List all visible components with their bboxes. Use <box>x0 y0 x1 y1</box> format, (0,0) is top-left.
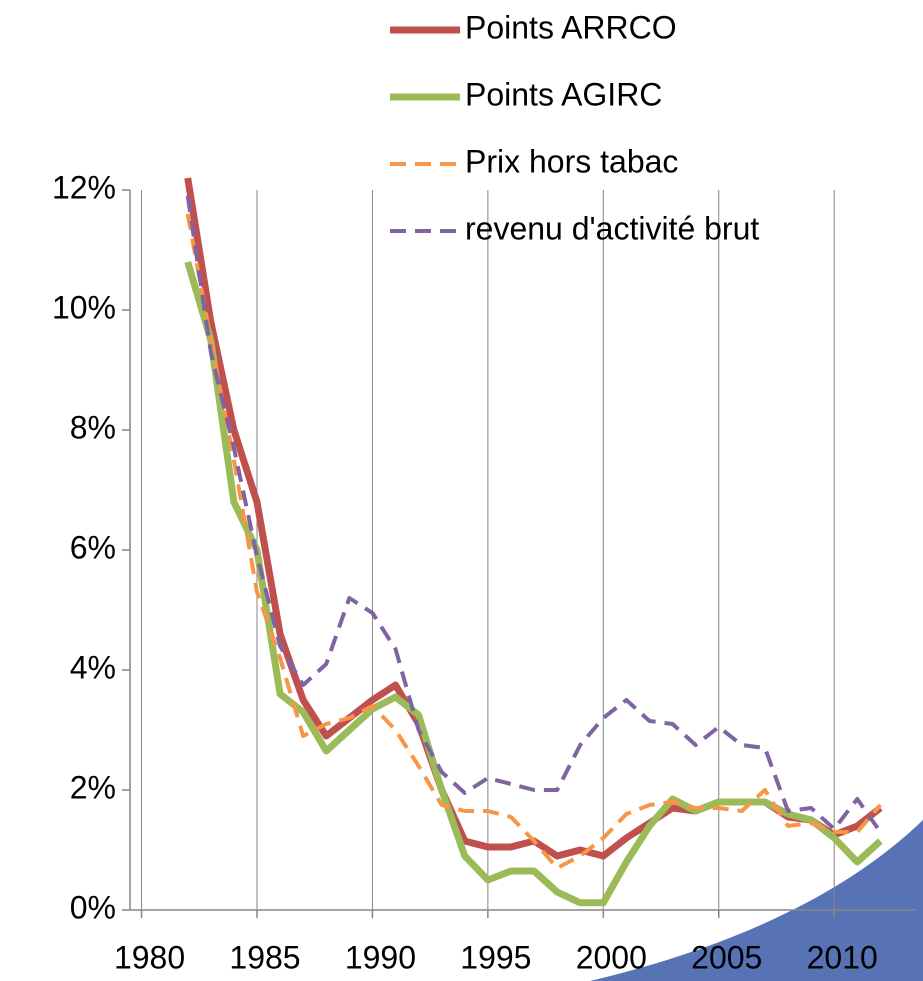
x-tick-label: 1990 <box>345 939 416 975</box>
legend-label: revenu d'activité brut <box>465 210 759 246</box>
x-tick-label: 2005 <box>691 939 762 975</box>
legend-label: Prix hors tabac <box>465 143 678 179</box>
x-tick-label: 1980 <box>114 939 185 975</box>
legend-label: Points ARRCO <box>465 9 677 45</box>
legend-label: Points AGIRC <box>465 76 662 112</box>
y-tick-label: 2% <box>70 769 116 805</box>
x-tick-label: 2000 <box>576 939 647 975</box>
series-line <box>188 178 881 856</box>
y-tick-label: 4% <box>70 649 116 685</box>
series-line <box>188 196 881 832</box>
y-tick-label: 10% <box>52 289 116 325</box>
chart: 0% 2% 4% 6% 8% 10% 12% 1980 1985 1990 1995 2000 2005… <box>0 0 923 981</box>
x-tick-label: 1985 <box>229 939 300 975</box>
x-tick-label: 1995 <box>460 939 531 975</box>
x-tick-label: 2010 <box>807 939 878 975</box>
y-tick-label: 8% <box>70 409 116 445</box>
series-line <box>188 214 881 868</box>
y-tick-label: 6% <box>70 529 116 565</box>
y-tick-label: 0% <box>70 889 116 925</box>
y-tick-label: 12% <box>52 169 116 205</box>
